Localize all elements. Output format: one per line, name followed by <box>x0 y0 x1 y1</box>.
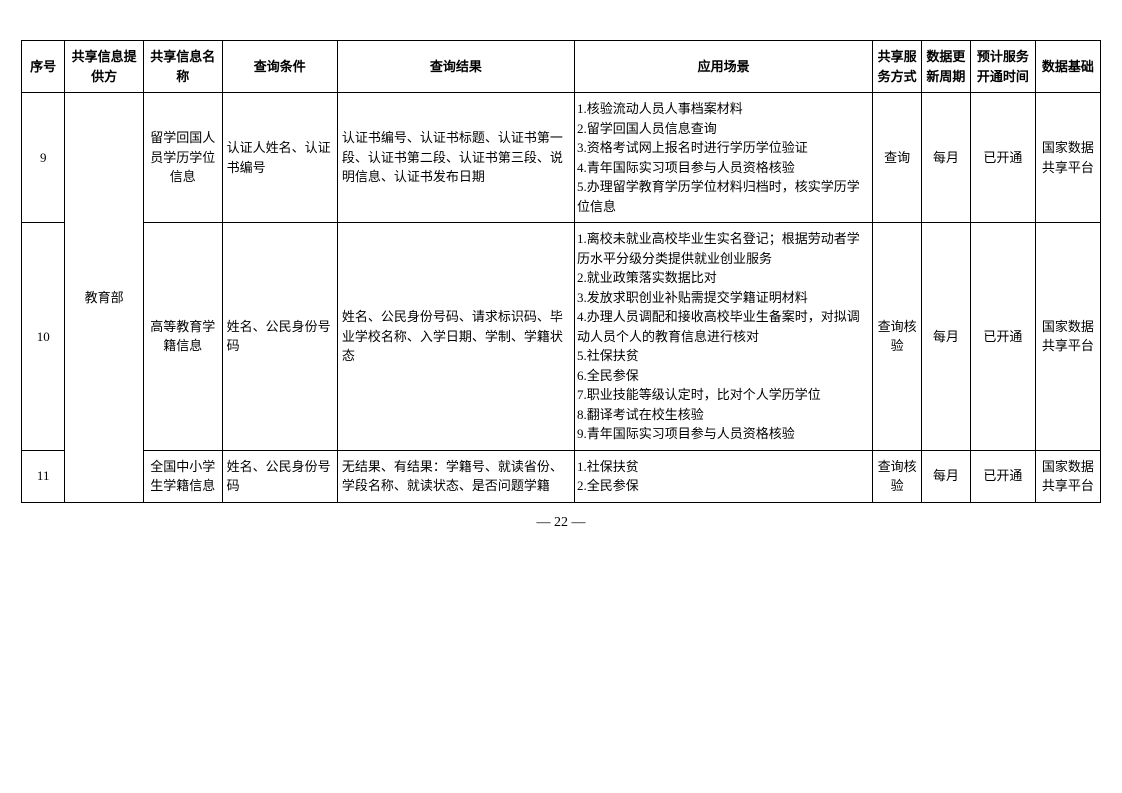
cell-result: 无结果、有结果：学籍号、就读省份、学段名称、就读状态、是否问题学籍 <box>337 450 574 502</box>
cell-seq: 11 <box>22 450 65 502</box>
document-page: 序号 共享信息提供方 共享信息名称 查询条件 查询结果 应用场景 共享服务方式 … <box>21 40 1101 531</box>
cell-time: 已开通 <box>970 223 1035 451</box>
header-name: 共享信息名称 <box>143 41 222 93</box>
page-number: — 22 — <box>21 515 1101 531</box>
cell-cycle: 每月 <box>922 450 971 502</box>
cell-method: 查询核验 <box>873 450 922 502</box>
cell-scenario: 1.社保扶贫2.全民参保 <box>575 450 873 502</box>
table-header-row: 序号 共享信息提供方 共享信息名称 查询条件 查询结果 应用场景 共享服务方式 … <box>22 41 1101 93</box>
cell-basis: 国家数据共享平台 <box>1035 450 1100 502</box>
cell-time: 已开通 <box>970 450 1035 502</box>
cell-condition: 姓名、公民身份号码 <box>222 450 337 502</box>
header-condition: 查询条件 <box>222 41 337 93</box>
header-seq: 序号 <box>22 41 65 93</box>
cell-seq: 10 <box>22 223 65 451</box>
cell-basis: 国家数据共享平台 <box>1035 93 1100 223</box>
cell-time: 已开通 <box>970 93 1035 223</box>
table-row: 10 高等教育学籍信息 姓名、公民身份号码 姓名、公民身份号码、请求标识码、毕业… <box>22 223 1101 451</box>
cell-name: 高等教育学籍信息 <box>143 223 222 451</box>
cell-cycle: 每月 <box>922 223 971 451</box>
cell-basis: 国家数据共享平台 <box>1035 223 1100 451</box>
table-row: 9 教育部 留学回国人员学历学位信息 认证人姓名、认证书编号 认证书编号、认证书… <box>22 93 1101 223</box>
header-provider: 共享信息提供方 <box>65 41 144 93</box>
header-time: 预计服务开通时间 <box>970 41 1035 93</box>
cell-method: 查询核验 <box>873 223 922 451</box>
data-table: 序号 共享信息提供方 共享信息名称 查询条件 查询结果 应用场景 共享服务方式 … <box>21 40 1101 503</box>
cell-method: 查询 <box>873 93 922 223</box>
cell-scenario: 1.核验流动人员人事档案材料2.留学回国人员信息查询3.资格考试网上报名时进行学… <box>575 93 873 223</box>
header-basis: 数据基础 <box>1035 41 1100 93</box>
cell-scenario: 1.离校未就业高校毕业生实名登记；根据劳动者学历水平分级分类提供就业创业服务2.… <box>575 223 873 451</box>
header-result: 查询结果 <box>337 41 574 93</box>
cell-condition: 姓名、公民身份号码 <box>222 223 337 451</box>
header-cycle: 数据更新周期 <box>922 41 971 93</box>
cell-result: 认证书编号、认证书标题、认证书第一段、认证书第二段、认证书第三段、说明信息、认证… <box>337 93 574 223</box>
cell-condition: 认证人姓名、认证书编号 <box>222 93 337 223</box>
table-row: 11 全国中小学生学籍信息 姓名、公民身份号码 无结果、有结果：学籍号、就读省份… <box>22 450 1101 502</box>
cell-seq: 9 <box>22 93 65 223</box>
header-scenario: 应用场景 <box>575 41 873 93</box>
cell-cycle: 每月 <box>922 93 971 223</box>
cell-name: 全国中小学生学籍信息 <box>143 450 222 502</box>
cell-result: 姓名、公民身份号码、请求标识码、毕业学校名称、入学日期、学制、学籍状态 <box>337 223 574 451</box>
cell-provider: 教育部 <box>65 93 144 503</box>
header-method: 共享服务方式 <box>873 41 922 93</box>
cell-name: 留学回国人员学历学位信息 <box>143 93 222 223</box>
